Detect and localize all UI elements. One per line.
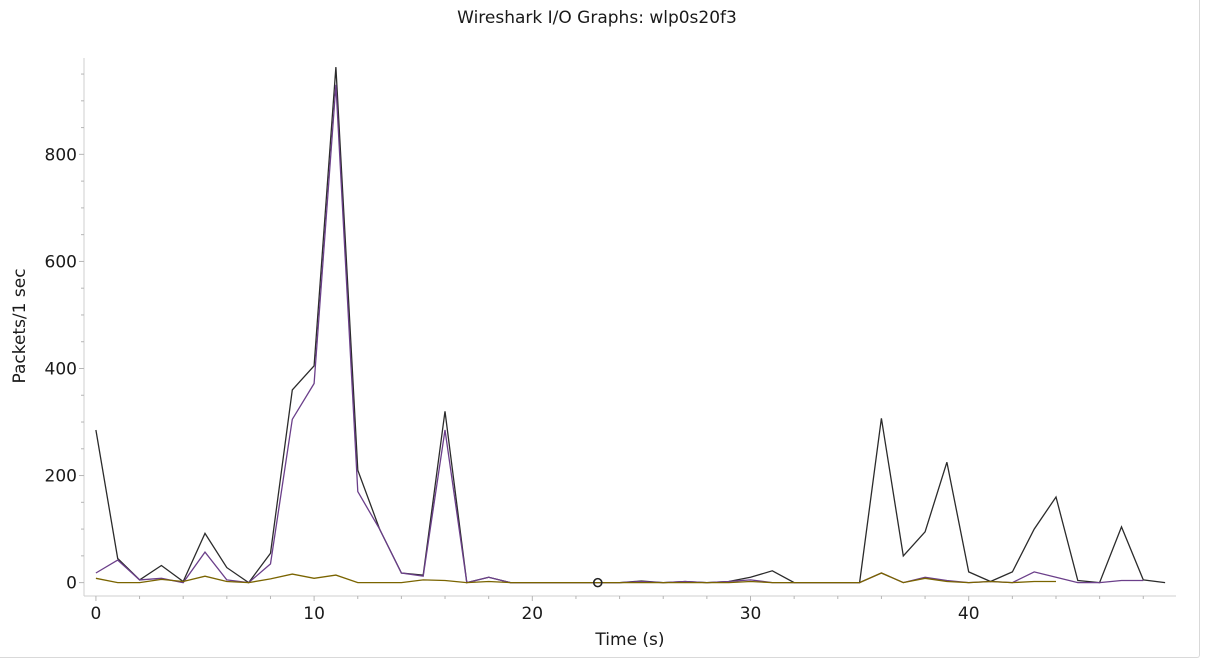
cursor-marker <box>592 577 603 588</box>
x-axis-label: Time (s) <box>594 630 664 650</box>
y-axis-label: Packets/1 sec <box>10 268 30 383</box>
y-tick-label: 0 <box>66 574 77 594</box>
x-tick-label: 40 <box>958 604 980 624</box>
axes: 0 200 400 600 800 0 10 20 30 40 <box>45 58 1176 624</box>
y-tick-label: 600 <box>45 252 77 272</box>
x-tick-label: 30 <box>740 604 762 624</box>
series-line-3 <box>95 572 1056 584</box>
y-tick-label: 200 <box>45 467 77 487</box>
cursor-marker-layer <box>592 577 603 588</box>
series-line-1 <box>95 67 1166 584</box>
series-lines <box>95 67 1166 584</box>
y-tick-label: 400 <box>45 359 77 379</box>
x-tick-label: 20 <box>521 604 543 624</box>
x-tick-label: 0 <box>90 604 101 624</box>
x-tick-label: 10 <box>303 604 325 624</box>
y-tick-label: 800 <box>45 145 77 165</box>
series-line-2 <box>95 84 1144 584</box>
chart-title: Wireshark I/O Graphs: wlp0s20f3 <box>457 8 737 28</box>
